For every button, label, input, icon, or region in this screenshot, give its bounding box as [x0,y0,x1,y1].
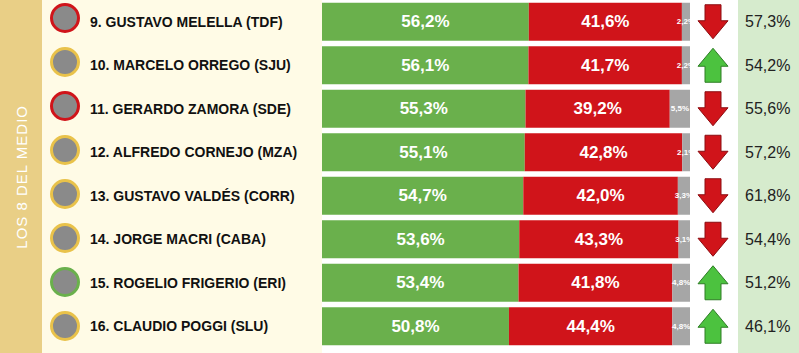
svg-text:61,8%: 61,8% [745,187,790,204]
svg-text:54,7%: 54,7% [399,186,447,205]
svg-text:4,8%: 4,8% [672,278,690,287]
svg-text:54,2%: 54,2% [745,57,790,74]
svg-text:42,8%: 42,8% [579,143,627,162]
svg-text:16. CLAUDIO POGGI (SLU): 16. CLAUDIO POGGI (SLU) [90,318,268,334]
svg-text:13. GUSTAVO VALDÉS (CORR): 13. GUSTAVO VALDÉS (CORR) [90,188,295,204]
svg-text:9. GUSTAVO MELELLA (TDF): 9. GUSTAVO MELELLA (TDF) [90,14,283,30]
svg-text:57,3%: 57,3% [745,13,790,30]
svg-text:2,2%: 2,2% [677,17,695,26]
svg-text:50,8%: 50,8% [391,317,439,336]
svg-text:10. MARCELO ORREGO (SJU): 10. MARCELO ORREGO (SJU) [90,57,291,73]
svg-text:53,6%: 53,6% [397,230,445,249]
svg-text:42,0%: 42,0% [576,186,624,205]
svg-text:44,4%: 44,4% [567,317,615,336]
svg-text:4,8%: 4,8% [672,322,690,331]
svg-text:2,2%: 2,2% [677,61,695,70]
svg-text:55,3%: 55,3% [400,99,448,118]
svg-text:5,5%: 5,5% [671,104,689,113]
svg-text:46,1%: 46,1% [745,318,790,335]
svg-text:56,1%: 56,1% [401,56,449,75]
svg-text:57,2%: 57,2% [745,144,790,161]
svg-text:39,2%: 39,2% [574,99,622,118]
svg-text:41,6%: 41,6% [581,12,629,31]
svg-text:12. ALFREDO CORNEJO (MZA): 12. ALFREDO CORNEJO (MZA) [90,144,297,160]
svg-text:54,4%: 54,4% [745,231,790,248]
svg-text:2,1%: 2,1% [677,148,695,157]
html-text:LOS 8 DEL MEDIO: LOS 8 DEL MEDIO [12,104,30,249]
svg-text:56,2%: 56,2% [401,12,449,31]
svg-text:3,3%: 3,3% [675,191,693,200]
svg-text:55,6%: 55,6% [745,100,790,117]
svg-text:53,4%: 53,4% [396,273,444,292]
svg-text:15. ROGELIO FRIGERIO (ERI): 15. ROGELIO FRIGERIO (ERI) [90,275,286,291]
svg-text:55,1%: 55,1% [399,143,447,162]
svg-text:41,8%: 41,8% [571,273,619,292]
svg-text:43,3%: 43,3% [575,230,623,249]
svg-text:11. GERARDO ZAMORA (SDE): 11. GERARDO ZAMORA (SDE) [90,101,291,117]
svg-text:14. JORGE MACRI (CABA): 14. JORGE MACRI (CABA) [90,231,266,247]
svg-text:41,7%: 41,7% [581,56,629,75]
svg-text:3,1%: 3,1% [675,235,693,244]
svg-text:51,2%: 51,2% [745,274,790,291]
